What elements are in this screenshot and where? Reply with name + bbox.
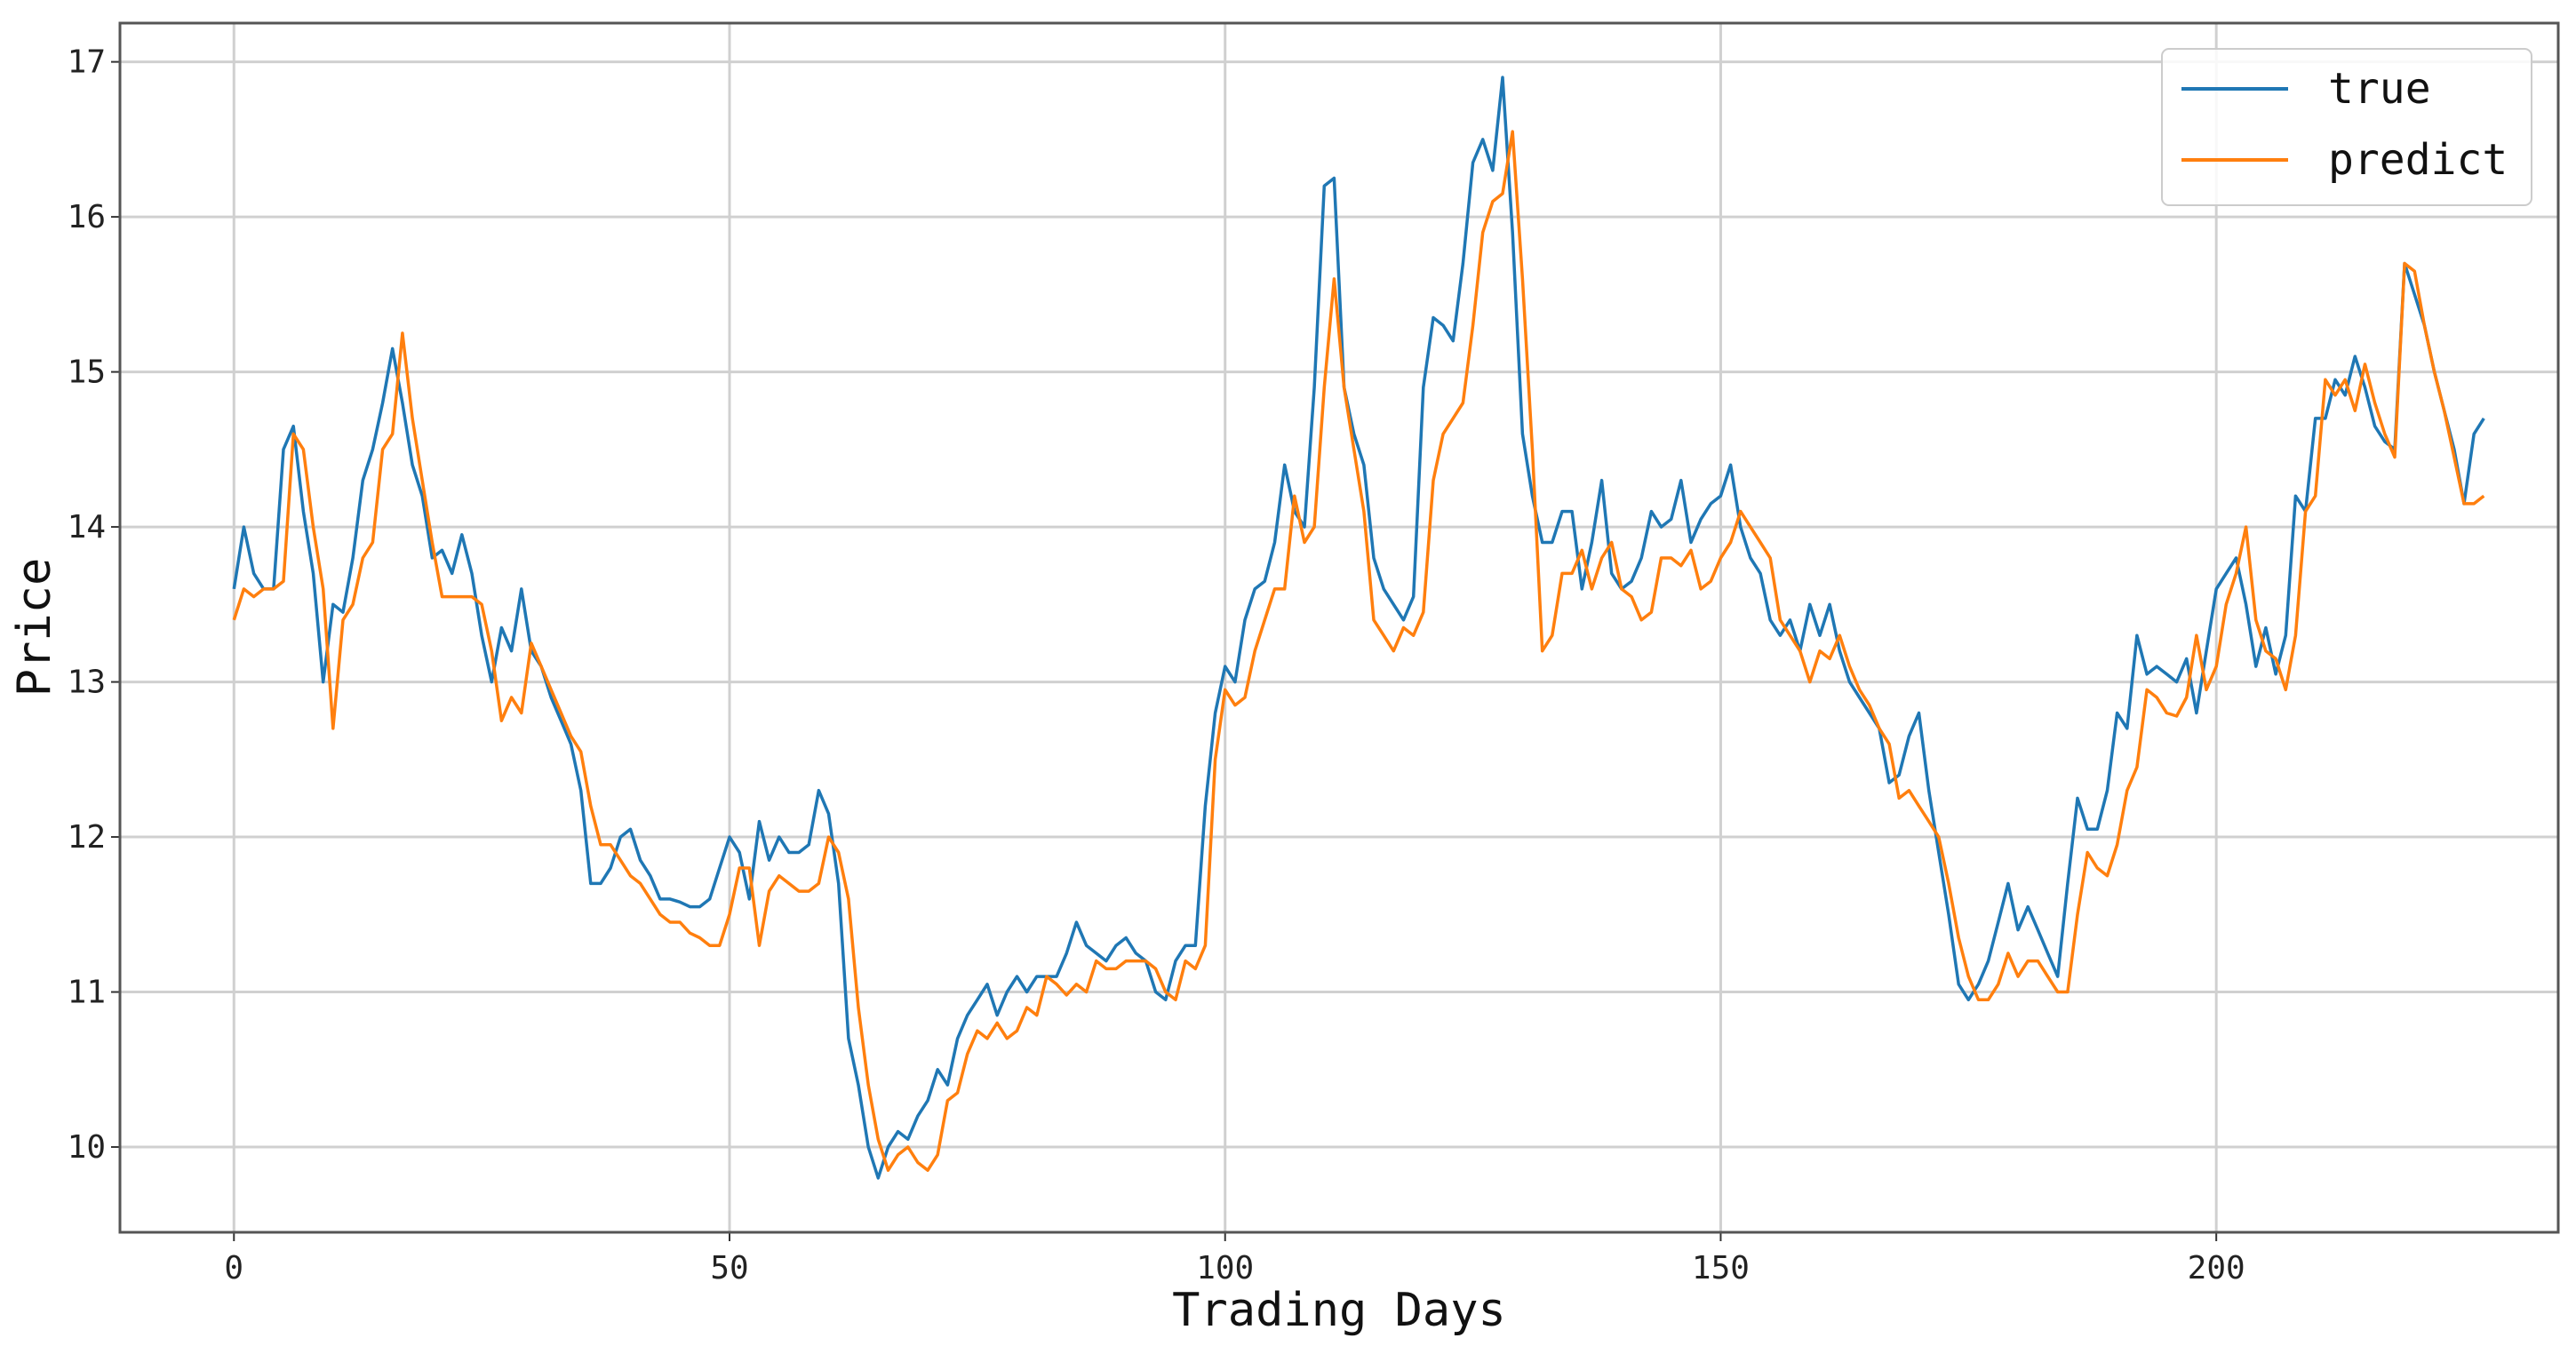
series-line-true bbox=[232, 76, 2485, 1180]
axes-frame bbox=[118, 21, 2560, 1234]
y-tick-label: 12 bbox=[68, 819, 106, 856]
y-tick-label: 15 bbox=[68, 354, 106, 391]
y-tick-label: 17 bbox=[68, 44, 106, 81]
x-tick-label: 0 bbox=[224, 1250, 243, 1286]
legend-label-predict: predict bbox=[2328, 135, 2508, 185]
series-lines bbox=[232, 76, 2485, 1180]
y-tick-label: 10 bbox=[68, 1129, 106, 1166]
legend-label-true: true bbox=[2328, 64, 2431, 114]
x-axis-label: Trading Days bbox=[1172, 1284, 1506, 1337]
y-tick-label: 13 bbox=[68, 665, 106, 701]
y-tick-label: 14 bbox=[68, 509, 106, 546]
tick-labels: 0 50 100 150 200 10 11 12 13 14 15 16 17 bbox=[68, 44, 2245, 1286]
y-axis-label: Price bbox=[8, 558, 61, 697]
x-tick-label: 150 bbox=[1692, 1250, 1750, 1286]
gridlines bbox=[120, 23, 2558, 1232]
y-tick-label: 16 bbox=[68, 199, 106, 235]
legend: true predict bbox=[2161, 48, 2532, 206]
x-tick-label: 50 bbox=[710, 1250, 748, 1286]
y-tick-label: 11 bbox=[68, 975, 106, 1011]
series-line-predict bbox=[232, 130, 2485, 1172]
x-tick-label: 200 bbox=[2188, 1250, 2245, 1286]
x-tick-label: 100 bbox=[1196, 1250, 1254, 1286]
